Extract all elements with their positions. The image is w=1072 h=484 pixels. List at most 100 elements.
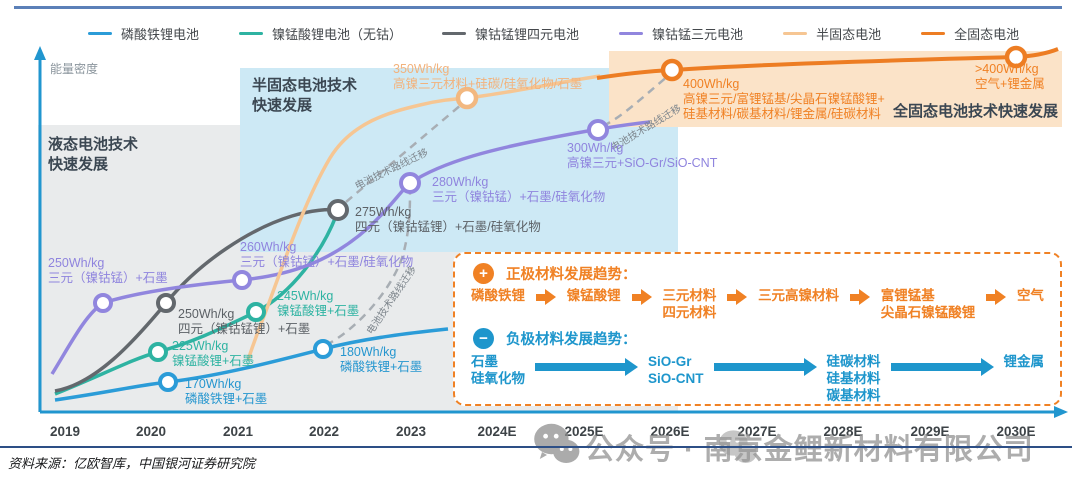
curve-lfp: [54, 327, 449, 402]
x-tick-2022: 2022: [308, 424, 340, 439]
data-point-marker: [148, 342, 168, 362]
x-tick-2021: 2021: [222, 424, 254, 439]
data-point-marker: [455, 86, 479, 110]
phase-label-solidstate: 全固态电池技术快速发展: [893, 103, 1059, 120]
legend-swatch-solidstate: [921, 32, 946, 35]
legend-item-ternary: 镍钴锰三元电池: [619, 24, 743, 43]
arrow-right-icon: [727, 289, 748, 305]
point-label-300-ternary: 300Wh/kg 高镍三元+SiO-Gr/SiO-CNT: [567, 141, 718, 170]
watermark-text: 公众号 · 南京金鲤新材料有限公司: [585, 434, 1034, 466]
migration-dashed-line-3: [602, 75, 669, 128]
point-label-400plus-solidstate: >400Wh/kg 空气+锂金属: [975, 62, 1045, 91]
curve-quaternary: [54, 207, 338, 393]
data-point-marker: [660, 58, 684, 82]
bottom-rule: [0, 446, 1072, 448]
curve-solidstate: [596, 47, 1059, 80]
top-rule: [14, 6, 1062, 9]
legend-item-solidstate: 全固态电池: [921, 24, 1019, 43]
plus-icon: +: [473, 263, 494, 284]
cathode-step: 富锂锰基 尖晶石镍锰酸锂: [880, 288, 976, 320]
legend-label: 半固态电池: [816, 27, 882, 42]
data-point-marker: [587, 119, 609, 141]
legend-item-lfp: 磷酸铁锂电池: [88, 24, 199, 43]
legend-swatch-ternary: [619, 32, 644, 35]
point-label-400-solidstate: 400Wh/kg 高镍三元/富锂锰基/尖晶石镍锰酸锂+ 硅基材料/碳基材料/锂金…: [683, 77, 885, 121]
legend-item-lnmo: 镍锰酸锂电池（无钴）: [239, 24, 402, 43]
legend-label: 镍钴锰锂四元电池: [475, 27, 580, 42]
legend-label: 镍锰酸锂电池（无钴）: [272, 27, 403, 42]
wechat-icon: [534, 423, 580, 463]
x-tick-2020: 2020: [135, 424, 167, 439]
point-label-275-quaternary: 275Wh/kg 四元（镍钴锰锂）+石墨/硅氧化物: [355, 205, 541, 234]
data-point-marker: [399, 172, 421, 194]
point-label-170-lfp: 170Wh/kg 磷酸铁锂+石墨: [185, 377, 268, 406]
arrow-right-icon: [849, 289, 870, 305]
legend-label: 全固态电池: [954, 27, 1020, 42]
cathode-trend-header: + 正极材料发展趋势：: [473, 263, 1046, 284]
legend: 磷酸铁锂电池 镍锰酸锂电池（无钴） 镍钴锰锂四元电池 镍钴锰三元电池 半固态电池…: [88, 24, 1019, 43]
cathode-step: 磷酸铁锂: [471, 288, 525, 303]
wechat-icon: [719, 430, 757, 463]
legend-swatch-lnmo: [239, 32, 264, 35]
legend-swatch-quaternary: [442, 32, 467, 35]
arrow-right-icon: [535, 357, 638, 376]
x-tick-2027e: 2027E: [737, 424, 777, 439]
x-tick-2028e: 2028E: [823, 424, 863, 439]
point-label-280-ternary: 280Wh/kg 三元（镍钴锰）+石墨/硅氧化物: [432, 175, 606, 204]
x-tick-2029e: 2029E: [910, 424, 950, 439]
data-point-marker: [1004, 45, 1028, 69]
anode-trend-header: − 负极材料发展趋势：: [473, 327, 1046, 349]
phase-label-semisolid: 半固态电池技术 快速发展: [252, 77, 358, 115]
migration-dashed-line-2: [345, 103, 463, 203]
y-axis-label: 能量密度: [50, 62, 99, 76]
point-label-225-lnmo: 225Wh/kg 镍锰酸锂+石墨: [172, 339, 255, 368]
point-label-250-ternary: 250Wh/kg 三元（镍钴锰）+石墨: [48, 256, 168, 285]
source-note: 资料来源：亿欧智库，中国银河证券研究院: [8, 456, 256, 471]
cathode-step: 空气: [1016, 288, 1044, 303]
data-point-marker: [246, 302, 266, 322]
legend-item-semisolid: 半固态电池: [783, 24, 881, 43]
data-point-marker: [156, 293, 176, 313]
x-axis-arrow-icon: [1054, 406, 1068, 418]
anode-step: 锂金属: [1003, 353, 1045, 369]
cathode-trend-title: 正极材料发展趋势：: [506, 267, 637, 283]
migration-dashed-line-1: [325, 191, 412, 347]
data-point-marker: [232, 270, 252, 290]
data-point-marker: [158, 372, 178, 392]
legend-swatch-lfp: [88, 32, 112, 35]
anode-trend-title: 负极材料发展趋势：: [506, 331, 637, 348]
legend-label: 镍钴锰三元电池: [652, 27, 744, 42]
cathode-step: 三元材料 四元材料: [662, 288, 717, 320]
anode-step: SiO-Gr SiO-CNT: [648, 353, 704, 386]
phase-label-liquid: 液态电池技术 快速发展: [48, 136, 139, 174]
anode-step: 硅碳材料 硅基材料 碳基材料: [826, 353, 881, 403]
cathode-step: 镍锰酸锂: [566, 288, 621, 303]
anode-chain: 石墨 硅氧化物 SiO-Gr SiO-CNT 硅碳材料 硅基材料 碳基材料 锂金…: [471, 354, 1044, 405]
legend-swatch-semisolid: [783, 32, 808, 35]
arrow-right-icon: [713, 357, 817, 376]
arrow-right-icon: [986, 289, 1007, 305]
data-point-marker: [327, 199, 349, 221]
arrow-right-icon: [535, 289, 556, 305]
point-label-245-lnmo: 245Wh/kg 镍锰酸锂+石墨: [277, 289, 360, 318]
point-label-350-semisolid: 350Wh/kg 高镍三元材料+硅碳/硅氧化物/石墨: [393, 62, 583, 91]
anode-step: 石墨 硅氧化物: [471, 353, 525, 386]
x-tick-2024e: 2024E: [477, 424, 517, 439]
cathode-step: 三元高镍材料: [758, 288, 840, 303]
y-axis-arrow-icon: [34, 46, 46, 60]
x-tick-2026e: 2026E: [650, 424, 690, 439]
point-label-180-lfp: 180Wh/kg 磷酸铁锂+石墨: [340, 345, 423, 374]
arrow-right-icon: [890, 357, 994, 376]
x-tick-2019: 2019: [49, 424, 81, 439]
data-point-marker: [93, 293, 113, 313]
material-trend-box: + 正极材料发展趋势： 磷酸铁锂 镍锰酸锂 三元材料 四元材料 三元高镍材料 富…: [453, 252, 1062, 406]
curve-semisolid: [246, 74, 601, 361]
x-tick-2023: 2023: [395, 424, 427, 439]
minus-icon: −: [473, 327, 494, 349]
arrow-right-icon: [631, 289, 652, 305]
x-tick-2025e: 2025E: [564, 424, 604, 439]
data-point-marker: [313, 339, 333, 359]
legend-label: 磷酸铁锂电池: [121, 27, 200, 42]
